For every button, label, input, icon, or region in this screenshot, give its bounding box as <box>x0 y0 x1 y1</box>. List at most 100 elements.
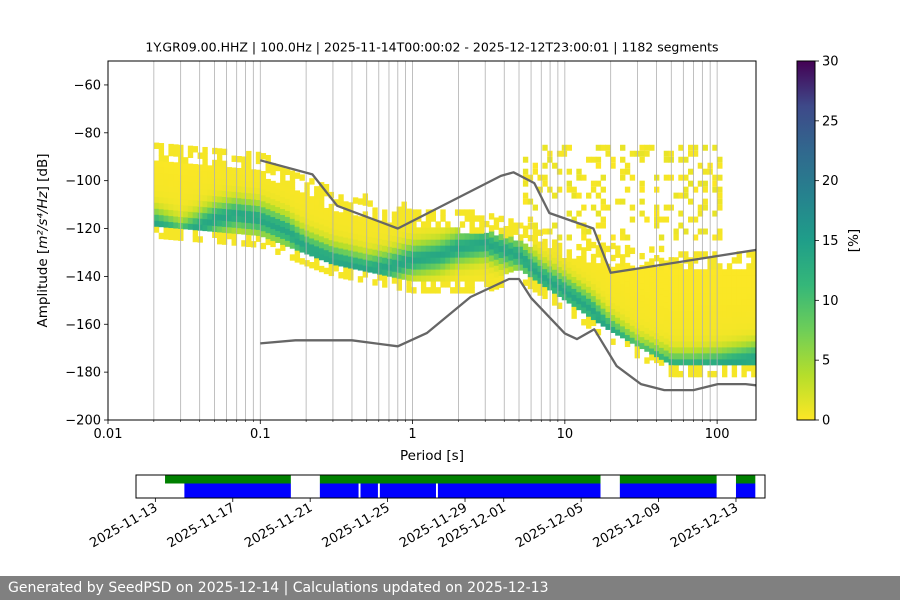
availability-segment-blue <box>619 483 717 498</box>
psd-cell <box>615 317 621 324</box>
psd-cell <box>406 214 412 221</box>
psd-cell <box>595 263 602 270</box>
psd-cell <box>158 202 165 210</box>
psd-scatter-cell <box>542 228 548 235</box>
psd-cell <box>430 251 436 258</box>
psd-cell <box>605 293 611 301</box>
psd-cell <box>527 276 534 284</box>
psd-cell <box>314 210 320 217</box>
psd-cell <box>736 269 742 276</box>
psd-cell <box>717 335 723 342</box>
psd-cell <box>454 275 461 282</box>
psd-cell <box>673 263 679 270</box>
psd-cell <box>731 323 738 330</box>
psd-cell <box>348 262 354 269</box>
psd-cell <box>663 284 670 291</box>
psd-cell <box>615 305 621 312</box>
psd-cell <box>537 253 543 260</box>
psd-cell <box>736 299 742 306</box>
psd-cell <box>644 345 650 352</box>
psd-cell <box>683 293 689 300</box>
psd-cell <box>396 260 403 267</box>
psd-cell <box>182 211 189 218</box>
psd-cell <box>479 263 485 270</box>
psd-cell <box>430 233 436 240</box>
psd-cell <box>697 335 704 342</box>
psd-scatter-cell <box>561 150 568 157</box>
psd-cell <box>454 281 461 288</box>
psd-cell <box>352 233 359 240</box>
psd-cell <box>289 218 296 225</box>
psd-cell <box>508 242 514 249</box>
psd-cell <box>231 227 237 234</box>
psd-cell <box>430 287 436 294</box>
psd-cell <box>692 281 699 288</box>
psd-cell <box>328 257 335 265</box>
psd-cell <box>425 215 432 222</box>
psd-cell <box>581 301 587 308</box>
psd-cell <box>333 223 339 230</box>
psd-cell <box>712 323 718 330</box>
psd-cell <box>221 226 228 233</box>
psd-cell <box>620 284 626 291</box>
psd-cell <box>556 242 563 250</box>
psd-cell <box>182 175 189 182</box>
psd-cell <box>556 290 563 297</box>
psd-scatter-cell <box>595 192 602 199</box>
psd-cell <box>241 210 247 217</box>
psd-cell <box>615 329 621 336</box>
psd-cell <box>624 292 631 300</box>
psd-cell <box>673 370 679 378</box>
psd-cell <box>430 263 436 270</box>
psd-cell <box>464 209 470 216</box>
psd-cell <box>581 319 587 326</box>
psd-cell <box>571 300 577 307</box>
psd-cell <box>615 251 621 258</box>
psd-cell <box>722 269 728 276</box>
psd-cell <box>663 338 670 345</box>
psd-cell <box>498 239 504 247</box>
psd-cell <box>406 244 412 251</box>
psd-cell <box>192 205 199 213</box>
psd-cell <box>673 335 679 342</box>
psd-scatter-cell <box>702 180 708 187</box>
psd-scatter-cell <box>688 180 694 187</box>
psd-scatter-cell <box>712 174 718 181</box>
psd-cell <box>289 242 296 249</box>
psd-cell <box>673 275 679 282</box>
psd-cell <box>586 280 592 287</box>
psd-cell <box>231 209 237 216</box>
psd-cell <box>362 259 369 266</box>
psd-cell <box>717 263 723 270</box>
psd-cell <box>605 305 611 312</box>
psd-cell <box>221 196 228 203</box>
psd-cell <box>644 291 650 298</box>
psd-cell <box>692 269 699 276</box>
psd-scatter-cell <box>532 222 538 229</box>
psd-cell <box>513 228 519 235</box>
psd-cell <box>401 249 407 256</box>
psd-cell <box>658 323 665 330</box>
psd-cell <box>318 188 325 195</box>
psd-cell <box>182 199 189 206</box>
psd-cell <box>576 291 582 299</box>
psd-cell <box>192 146 199 153</box>
psd-cell <box>294 250 301 257</box>
psd-cell <box>406 280 412 287</box>
psd-cell <box>270 204 276 212</box>
psd-cell <box>299 222 305 229</box>
psd-cell <box>620 272 626 279</box>
psd-cell <box>221 190 228 197</box>
psd-cell <box>265 184 271 192</box>
psd-cell <box>241 204 247 211</box>
psd-cell <box>270 168 276 176</box>
psd-cell <box>241 228 247 235</box>
psd-cell <box>187 211 194 218</box>
psd-cell <box>323 207 330 215</box>
psd-cell <box>629 301 636 308</box>
psd-cell <box>396 212 403 219</box>
psd-cell <box>187 223 194 230</box>
psd-cell <box>255 235 262 242</box>
psd-cell <box>663 320 670 327</box>
psd-cell <box>343 201 349 208</box>
